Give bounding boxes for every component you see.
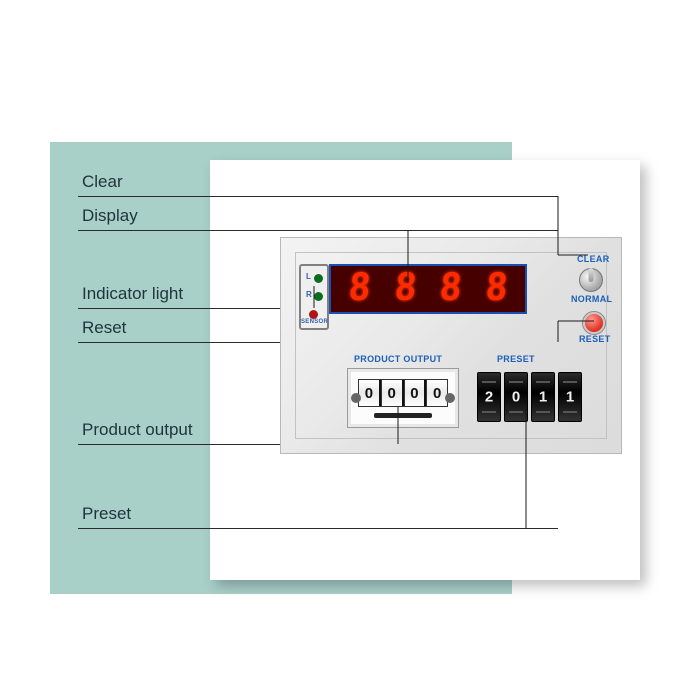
indicator-letter-L: L — [306, 272, 312, 281]
control-panel: L R SENSOR 8 8 8 8 CLEAR NORMAL RESET PR… — [280, 237, 622, 454]
rule-display — [78, 230, 558, 231]
po-digit-2: 0 — [404, 380, 425, 406]
label-display: Display — [82, 206, 138, 226]
seven-segment-display: 8 8 8 8 — [329, 264, 527, 314]
display-digit-0: 8 — [347, 268, 372, 310]
display-digit-2: 8 — [438, 268, 463, 310]
po-digit-1: 0 — [381, 380, 402, 406]
rule-clear — [78, 196, 558, 197]
led-green-2 — [314, 292, 323, 301]
panel-label-product-output: PRODUCT OUTPUT — [354, 354, 442, 364]
preset-thumbwheel[interactable]: 2 0 1 1 — [477, 372, 582, 422]
indicator-block: L R SENSOR — [299, 264, 329, 330]
panel-label-clear: CLEAR — [577, 254, 610, 264]
preset-digit-2: 1 — [532, 389, 554, 406]
display-digit-3: 8 — [484, 268, 509, 310]
label-preset: Preset — [82, 504, 131, 524]
indicator-sensor-text: SENSOR — [301, 319, 327, 325]
label-indicator: Indicator light — [82, 284, 183, 304]
led-red — [309, 310, 318, 319]
product-output-counter: 0 0 0 0 — [347, 368, 459, 428]
led-green-1 — [314, 274, 323, 283]
panel-label-reset: RESET — [579, 334, 611, 344]
rule-preset — [78, 528, 558, 529]
label-product-output: Product output — [82, 420, 193, 440]
panel-label-preset: PRESET — [497, 354, 535, 364]
po-digit-3: 0 — [426, 380, 447, 406]
clear-toggle-switch[interactable] — [579, 268, 603, 292]
panel-label-normal: NORMAL — [571, 294, 612, 304]
reset-button[interactable] — [583, 312, 605, 334]
label-clear: Clear — [82, 172, 123, 192]
preset-digit-0: 2 — [478, 389, 500, 406]
preset-digit-3: 1 — [559, 389, 581, 406]
label-reset: Reset — [82, 318, 126, 338]
indicator-letter-R: R — [306, 290, 312, 299]
display-digit-1: 8 — [393, 268, 418, 310]
po-digit-0: 0 — [359, 380, 379, 406]
preset-digit-1: 0 — [505, 389, 527, 406]
